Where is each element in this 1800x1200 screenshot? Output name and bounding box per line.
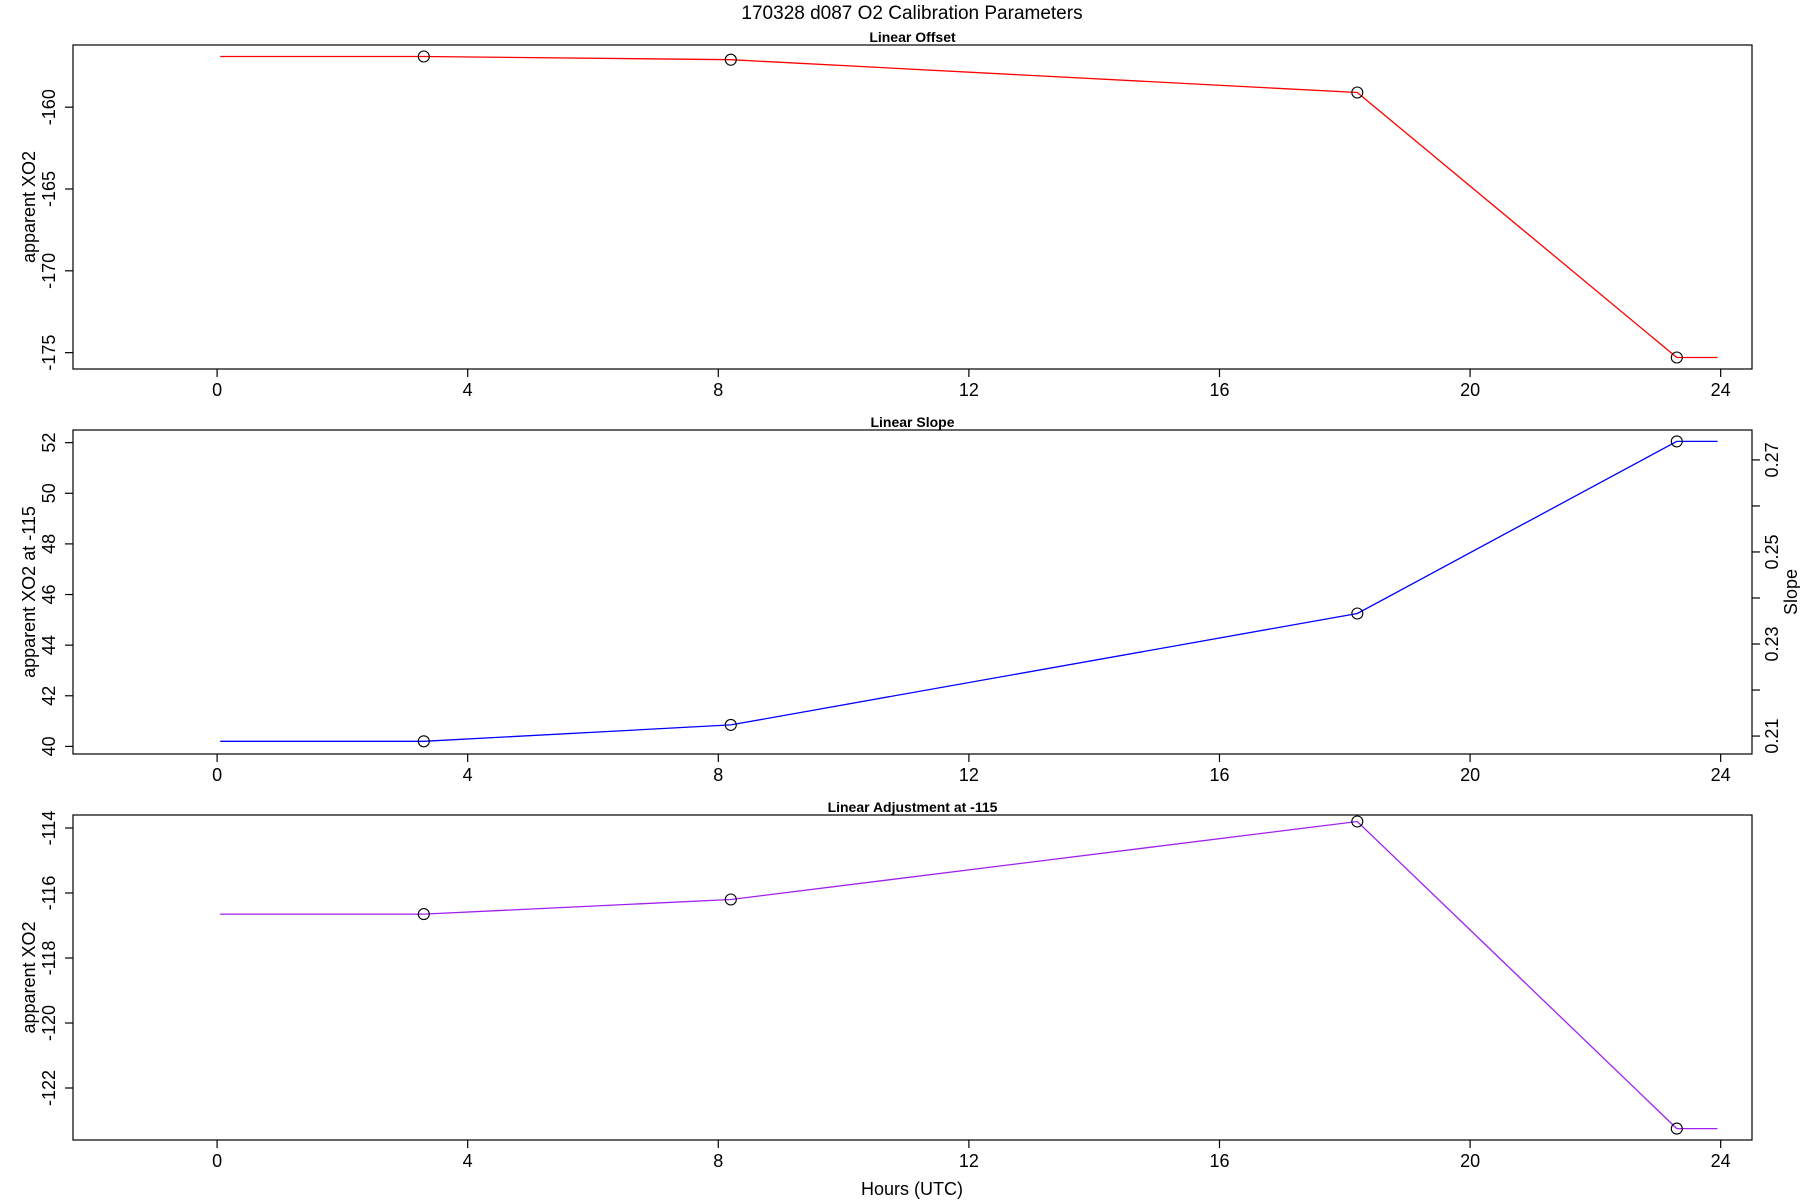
figure-title: 170328 d087 O2 Calibration Parameters [741, 3, 1082, 24]
right-y-tick-label: 0.27 [1762, 442, 1782, 477]
series-line [220, 440, 1718, 742]
y-tick-label: -122 [39, 1070, 59, 1106]
y-tick-label: -160 [39, 89, 59, 125]
panel-title: Linear Offset [869, 29, 956, 45]
y-tick-label: -114 [39, 811, 59, 846]
series-line [220, 820, 1718, 1130]
x-tick-label: 0 [212, 380, 222, 400]
y-tick-label: 42 [39, 686, 59, 706]
right-y-tick-label: 0.25 [1762, 534, 1782, 569]
data-point-marker [1351, 607, 1364, 620]
data-point-marker [1351, 815, 1364, 828]
y-axis-label: apparent XO2 [19, 151, 39, 263]
right-y-tick-label: 0.23 [1762, 626, 1782, 661]
data-point-marker [417, 50, 430, 63]
plot-frame [72, 429, 1753, 755]
data-point-marker [724, 718, 737, 731]
data-point-marker [1351, 86, 1364, 99]
x-tick-label: 4 [463, 765, 473, 785]
x-tick-label: 24 [1711, 765, 1731, 785]
x-tick-label: 8 [713, 765, 723, 785]
x-tick-label: 12 [959, 380, 979, 400]
y-tick-label: -175 [39, 335, 59, 371]
x-tick-label: 16 [1209, 380, 1229, 400]
y-axis-label: apparent XO2 [19, 921, 39, 1033]
y-tick-label: -118 [39, 941, 59, 976]
y-axis-label: apparent XO2 at -115 [19, 506, 39, 678]
panel-1: Linear Offset 0 4 8 12 16 20 24 -175 -170 -165 -160… [19, 29, 1753, 400]
data-point-marker [724, 53, 737, 66]
x-tick-label: 20 [1460, 380, 1480, 400]
x-tick-label: 4 [463, 1151, 473, 1171]
data-point-marker [417, 735, 430, 748]
series-line [220, 55, 1718, 359]
x-tick-label: 20 [1460, 1151, 1480, 1171]
plot-frame [72, 44, 1753, 370]
data-point-marker [1670, 351, 1683, 364]
data-point-marker [1670, 1122, 1683, 1135]
y-tick-label: 48 [39, 534, 59, 554]
right-y-tick-label: 0.21 [1762, 719, 1782, 754]
y-tick-label: -170 [39, 253, 59, 289]
x-tick-label: 8 [713, 380, 723, 400]
panel-title: Linear Slope [870, 414, 954, 430]
x-tick-label: 16 [1209, 1151, 1229, 1171]
panel-3: Linear Adjustment at -115 0 4 8 12 16 20 24 -122… [19, 799, 1753, 1171]
x-tick-label: 4 [463, 380, 473, 400]
y-tick-label: 52 [39, 433, 59, 453]
data-point-marker [1670, 435, 1683, 448]
x-tick-label: 24 [1711, 380, 1731, 400]
data-point-marker [724, 893, 737, 906]
y-tick-label: 50 [39, 483, 59, 503]
x-tick-label: 0 [212, 1151, 222, 1171]
x-tick-label: 16 [1209, 765, 1229, 785]
x-tick-label: 12 [959, 765, 979, 785]
data-point-marker [417, 908, 430, 921]
x-tick-label: 8 [713, 1151, 723, 1171]
x-axis-label: Hours (UTC) [861, 1179, 963, 1199]
y-tick-label: -120 [39, 1005, 59, 1041]
y-tick-label: -116 [39, 876, 59, 911]
x-tick-label: 24 [1711, 1151, 1731, 1171]
x-tick-label: 0 [212, 765, 222, 785]
x-tick-label: 20 [1460, 765, 1480, 785]
y-tick-label: 46 [39, 585, 59, 605]
y-tick-label: 40 [39, 736, 59, 756]
y-tick-label: 44 [39, 635, 59, 655]
right-y-axis-label: Slope [1781, 569, 1800, 615]
panel-title: Linear Adjustment at -115 [828, 799, 998, 815]
x-tick-label: 12 [959, 1151, 979, 1171]
y-tick-label: -165 [39, 171, 59, 207]
plot-frame [72, 814, 1753, 1141]
